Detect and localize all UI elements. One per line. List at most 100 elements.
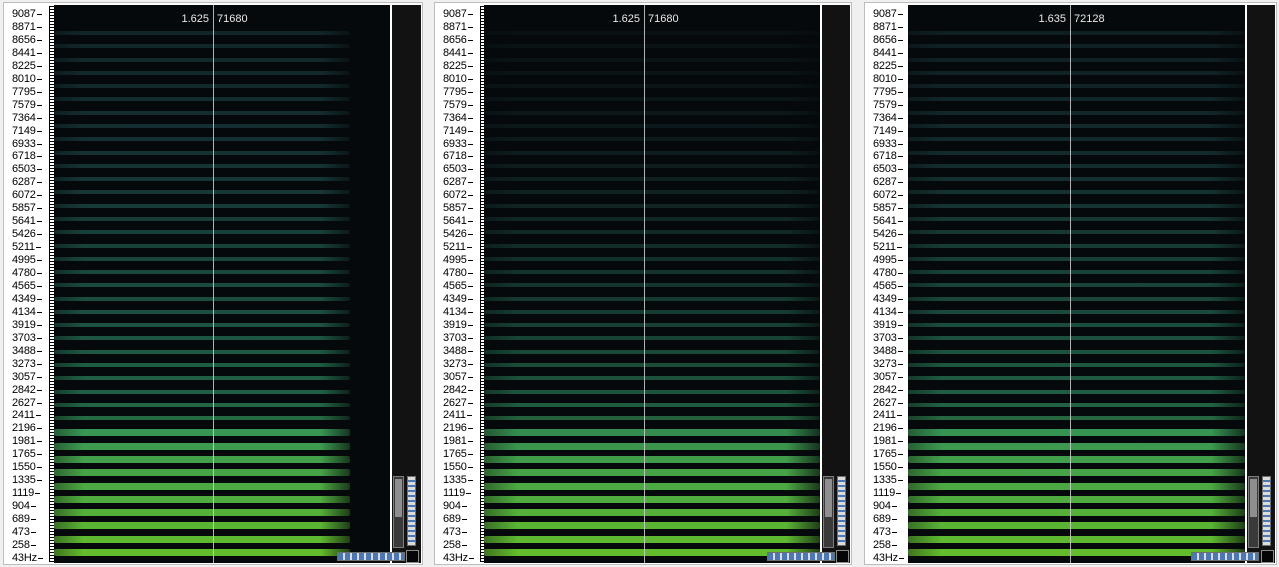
frequency-label: 1550	[873, 461, 903, 474]
frequency-label: 6072	[443, 189, 473, 202]
frequency-label: 8010	[12, 72, 42, 85]
harmonic-band	[908, 509, 1245, 517]
vertical-scrollbar[interactable]	[823, 476, 834, 548]
harmonic-band	[484, 216, 820, 221]
frequency-label: 6933	[873, 137, 903, 150]
playback-cursor[interactable]	[644, 5, 645, 563]
harmonic-band	[908, 97, 1245, 102]
corner-box	[1261, 550, 1274, 563]
frequency-label: 258	[443, 538, 467, 551]
vertical-zoom-slider[interactable]	[1262, 476, 1271, 546]
harmonic-band	[484, 535, 820, 543]
frequency-label: 8441	[443, 46, 473, 59]
harmonic-band	[484, 57, 820, 62]
frequency-label: 6718	[443, 150, 473, 163]
harmonic-band	[54, 363, 350, 368]
spectrogram-view[interactable]: 1.625 71680	[484, 5, 820, 563]
vertical-scrollbar[interactable]	[1248, 476, 1259, 548]
horizontal-zoom-slider[interactable]	[767, 552, 835, 561]
harmonic-band	[484, 389, 820, 394]
frequency-label: 7364	[873, 111, 903, 124]
frequency-label: 904	[443, 500, 467, 513]
harmonic-band	[484, 402, 820, 407]
frequency-label: 6933	[12, 137, 42, 150]
spectrogram-view[interactable]: 1.625 71680	[54, 5, 390, 563]
frequency-label: 43Hz	[443, 551, 474, 564]
frequency-label: 1981	[443, 435, 473, 448]
harmonic-band	[54, 190, 350, 195]
cursor-position: 71680	[648, 13, 679, 25]
harmonic-band	[484, 177, 820, 182]
harmonic-band	[484, 203, 820, 208]
frequency-label: 7149	[12, 124, 42, 137]
harmonic-band	[484, 469, 820, 477]
harmonic-band	[484, 456, 820, 464]
harmonic-band	[908, 70, 1245, 75]
frequency-label: 6503	[873, 163, 903, 176]
harmonic-band	[908, 177, 1245, 182]
frequency-label: 1119	[12, 487, 41, 500]
frequency-label: 7579	[443, 98, 473, 111]
frequency-label: 1765	[873, 448, 903, 461]
harmonic-band	[908, 84, 1245, 89]
vertical-scrollbar[interactable]	[393, 476, 404, 548]
harmonic-band	[54, 416, 350, 421]
playback-cursor[interactable]	[1070, 5, 1071, 563]
frequency-label: 2842	[12, 383, 42, 396]
harmonic-band	[484, 283, 820, 288]
frequency-label: 5857	[873, 202, 903, 215]
harmonic-band	[484, 97, 820, 102]
frequency-label: 2842	[873, 383, 903, 396]
harmonic-band	[484, 31, 820, 35]
frequency-label: 9087	[443, 8, 473, 20]
harmonic-band	[484, 429, 820, 437]
frequency-label: 8010	[873, 72, 903, 85]
harmonic-band	[484, 323, 820, 328]
spectrogram-panel-3: 9087 8871 8656 8441 8225 8010 7795 7579 7364 7149…	[864, 2, 1277, 565]
harmonic-band	[484, 509, 820, 517]
harmonic-band	[908, 376, 1245, 381]
frequency-label: 2411	[12, 409, 41, 422]
harmonic-band	[484, 190, 820, 195]
frequency-label: 4134	[443, 305, 473, 318]
frequency-label: 7149	[443, 124, 473, 137]
harmonic-band	[54, 137, 350, 142]
frequency-label: 4134	[873, 305, 903, 318]
harmonic-band	[54, 296, 350, 301]
frequency-label: 5426	[443, 228, 473, 241]
harmonic-band	[54, 123, 350, 128]
frequency-label: 2842	[443, 383, 473, 396]
frequency-label: 8225	[12, 59, 42, 72]
spectrogram-view[interactable]: 1.635 72128	[908, 5, 1245, 563]
harmonic-band	[54, 549, 350, 556]
harmonic-band	[54, 309, 350, 314]
frequency-label: 8656	[12, 33, 42, 46]
frequency-label: 4565	[873, 279, 903, 292]
vertical-zoom-slider[interactable]	[407, 476, 416, 546]
scrollbar-thumb[interactable]	[825, 479, 832, 517]
frequency-label: 4349	[12, 292, 42, 305]
playback-cursor[interactable]	[213, 5, 214, 563]
harmonic-band	[908, 256, 1245, 261]
horizontal-zoom-slider[interactable]	[1191, 552, 1259, 561]
harmonic-band	[484, 522, 820, 530]
harmonic-band	[484, 549, 820, 556]
harmonic-band	[54, 509, 350, 517]
frequency-label: 8871	[443, 20, 473, 33]
scrollbar-thumb[interactable]	[1250, 479, 1257, 517]
frequency-label: 2627	[12, 396, 42, 409]
horizontal-zoom-slider[interactable]	[337, 552, 405, 561]
frequency-label: 4134	[12, 305, 42, 318]
frequency-label: 6503	[12, 163, 42, 176]
harmonic-band	[484, 44, 820, 49]
frequency-label: 3703	[873, 331, 903, 344]
frequency-label: 6503	[443, 163, 473, 176]
vertical-zoom-slider[interactable]	[837, 476, 846, 546]
harmonic-band	[908, 31, 1245, 35]
frequency-label: 43Hz	[12, 551, 43, 564]
frequency-label: 4780	[873, 267, 903, 279]
harmonic-band	[908, 243, 1245, 248]
scrollbar-thumb[interactable]	[395, 479, 402, 517]
frequency-label: 4780	[12, 267, 42, 279]
harmonic-band	[908, 535, 1245, 543]
